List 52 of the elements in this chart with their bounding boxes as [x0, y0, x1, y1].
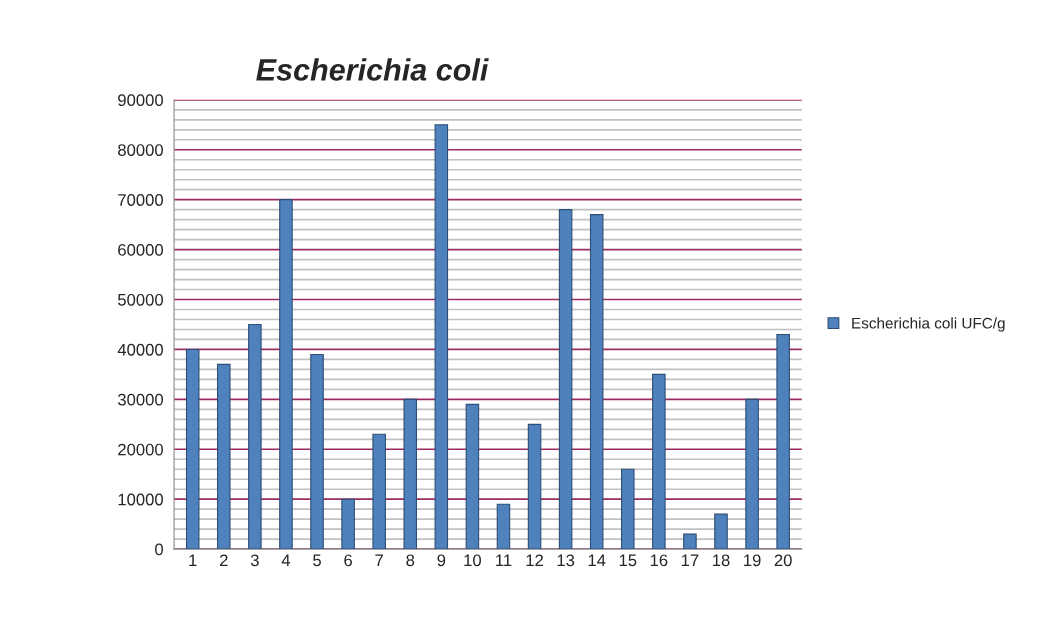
y-tick-label: 80000	[118, 144, 164, 156]
x-tick-label: 6	[344, 554, 352, 567]
bar	[621, 468, 635, 550]
bar	[434, 124, 449, 550]
bar	[372, 433, 386, 550]
x-tick-label: 3	[250, 554, 259, 567]
x-tick-label: 9	[437, 554, 446, 567]
bar	[745, 398, 759, 550]
y-tick-label: 30000	[117, 393, 164, 406]
x-tick-label: 10	[464, 554, 482, 567]
y-tick-label: 50000	[117, 293, 164, 306]
x-tick-label: 18	[713, 554, 730, 567]
x-tick-label: 12	[526, 554, 543, 567]
bar	[589, 214, 604, 550]
legend-label: Escherichia coli UFC/g	[852, 317, 1005, 332]
bar	[527, 423, 542, 550]
x-tick-label: 1	[189, 554, 197, 567]
bar	[558, 209, 573, 550]
y-tick-label: 90000	[118, 94, 164, 107]
bar	[279, 199, 293, 550]
chart-title: Escherichia coli	[256, 58, 489, 81]
bar	[714, 513, 728, 550]
bar	[185, 348, 200, 550]
bar	[310, 353, 324, 550]
x-tick-label: 8	[406, 554, 415, 567]
bar	[403, 398, 418, 550]
bar	[248, 323, 262, 550]
bar	[341, 498, 355, 550]
x-tick-label: 15	[619, 554, 637, 567]
x-tick-label: 16	[650, 554, 668, 567]
bar	[496, 503, 511, 550]
x-tick-label: 2	[220, 554, 228, 567]
x-tick-label: 11	[496, 554, 512, 567]
y-tick-label: 20000	[118, 443, 164, 456]
bar	[217, 363, 231, 550]
y-tick-label: 70000	[118, 194, 164, 206]
bar	[683, 533, 697, 550]
x-tick-label: 19	[744, 554, 761, 567]
x-tick-label: 7	[375, 554, 383, 567]
x-tick-label: 5	[313, 554, 321, 567]
x-tick-label: 4	[281, 554, 291, 567]
bar	[465, 403, 480, 550]
y-tick-label: 0	[155, 543, 164, 556]
y-tick-label: 60000	[118, 244, 164, 256]
bar	[776, 333, 790, 550]
x-tick-label: 20	[774, 554, 792, 567]
x-tick-label: 17	[681, 554, 699, 567]
y-tick-label: 40000	[117, 343, 164, 356]
y-tick-label: 10000	[118, 493, 164, 506]
x-tick-label: 14	[588, 554, 606, 567]
x-tick-label: 13	[557, 554, 575, 567]
bar	[652, 373, 666, 550]
